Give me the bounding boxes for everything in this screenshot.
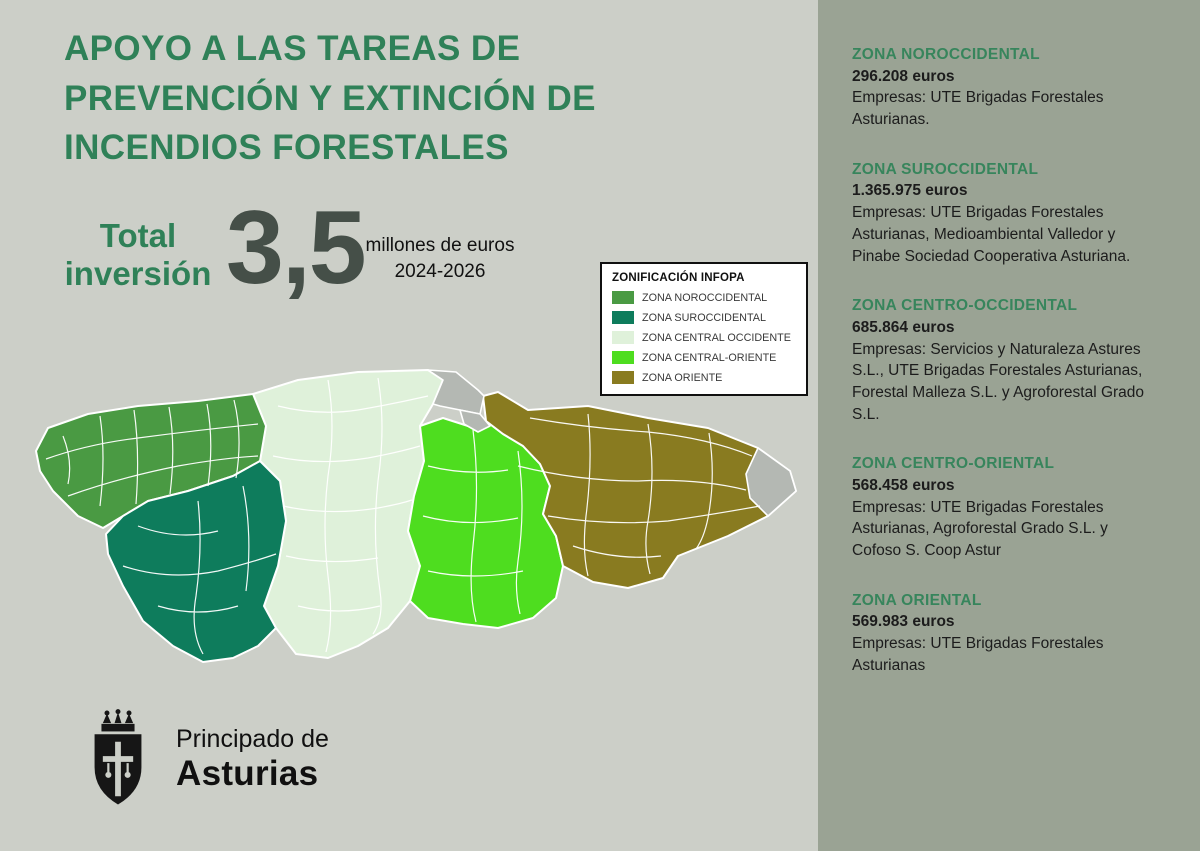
legend-label: ZONA NOROCCIDENTAL (642, 291, 768, 304)
legend-label: ZONA CENTRAL OCCIDENTE (642, 331, 791, 344)
legend-item: ZONA CENTRAL-ORIENTE (612, 351, 796, 364)
legend-swatch-central-oriente (612, 351, 634, 364)
zone-amount: 1.365.975 euros (852, 182, 968, 200)
zone-name: ZONA CENTRO-OCCIDENTAL (852, 297, 1078, 315)
zone-info-noroccidental: ZONA NOROCCIDENTAL 296.208 euros Empresa… (852, 44, 1160, 131)
asturias-zones-svg (35, 369, 797, 663)
legend-swatch-oriente (612, 371, 634, 384)
map-legend: ZONIFICACIÓN INFOPA ZONA NOROCCIDENTAL Z… (600, 262, 808, 396)
zones-detail-panel: ZONA NOROCCIDENTAL 296.208 euros Empresa… (818, 0, 1200, 851)
zone-name: ZONA SUROCCIDENTAL (852, 160, 1039, 178)
municipal-boundaries (45, 377, 761, 655)
legend-item: ZONA ORIENTE (612, 371, 796, 384)
zone-amount: 568.458 euros (852, 477, 955, 494)
map-region-unassigned (459, 409, 491, 433)
investment-unit-text: millones de euros (365, 235, 515, 256)
legend-label: ZONA SUROCCIDENTAL (642, 311, 766, 324)
zone-companies: Empresas: UTE Brigadas Forestales Asturi… (852, 498, 1108, 560)
legend-swatch-central-occidente (612, 331, 634, 344)
legend-swatch-noroccidental (612, 291, 634, 304)
zone-name: ZONA ORIENTAL (852, 591, 982, 609)
zone-amount: 685.864 euros (852, 318, 955, 336)
total-investment-amount: 3,5 (226, 190, 367, 306)
legend-item: ZONA CENTRAL OCCIDENTE (612, 331, 796, 344)
legend-label: ZONA ORIENTE (642, 371, 723, 384)
map-region-oriente (482, 391, 797, 589)
page-title: APOYO A LAS TAREAS DE PREVENCIÓN Y EXTIN… (64, 29, 596, 168)
asturias-shield-icon (94, 709, 142, 805)
map-region-unassigned (745, 447, 797, 517)
zone-name: ZONA CENTRO-ORIENTAL (852, 455, 1055, 473)
zone-name: ZONA NOROCCIDENTAL (852, 46, 1040, 63)
zone-companies: Empresas: UTE Brigadas Forestales Asturi… (852, 635, 1104, 674)
zone-companies: Empresas: UTE Brigadas Forestales Asturi… (852, 89, 1104, 129)
legend-item: ZONA NOROCCIDENTAL (612, 291, 796, 304)
legend-label: ZONA CENTRAL-ORIENTE (642, 351, 777, 364)
zone-info-suroccidental: ZONA SUROCCIDENTAL 1.365.975 euros Empre… (852, 159, 1160, 267)
map-region-suroccidental (105, 460, 287, 663)
legend-item: ZONA SUROCCIDENTAL (612, 311, 796, 324)
zone-amount: 569.983 euros (852, 613, 955, 631)
zone-info-oriental: ZONA ORIENTAL 569.983 euros Empresas: UT… (852, 590, 1160, 677)
zone-info-centro-oriental: ZONA CENTRO-ORIENTAL 568.458 euros Empre… (852, 453, 1160, 561)
logo-line1: Principado de (176, 725, 329, 754)
asturias-map (28, 366, 800, 672)
zone-companies: Empresas: Servicios y Naturaleza Astures… (852, 340, 1145, 423)
principado-asturias-logo: Principado de Asturias (76, 708, 329, 810)
zone-companies: Empresas: UTE Brigadas Forestales Asturi… (852, 204, 1131, 265)
logo-line2: Asturias (176, 753, 319, 793)
legend-swatch-suroccidental (612, 311, 634, 324)
total-investment-unit: millones de euros 2024-2026 (350, 233, 530, 284)
zone-amount: 296.208 euros (852, 67, 955, 85)
logo-text: Principado de Asturias (176, 725, 329, 793)
legend-title: ZONIFICACIÓN INFOPA (612, 272, 745, 284)
investment-period: 2024-2026 (394, 260, 486, 282)
total-investment-label: Total inversión (64, 217, 212, 293)
zone-info-centro-occidental: ZONA CENTRO-OCCIDENTAL 685.864 euros Emp… (852, 295, 1160, 425)
